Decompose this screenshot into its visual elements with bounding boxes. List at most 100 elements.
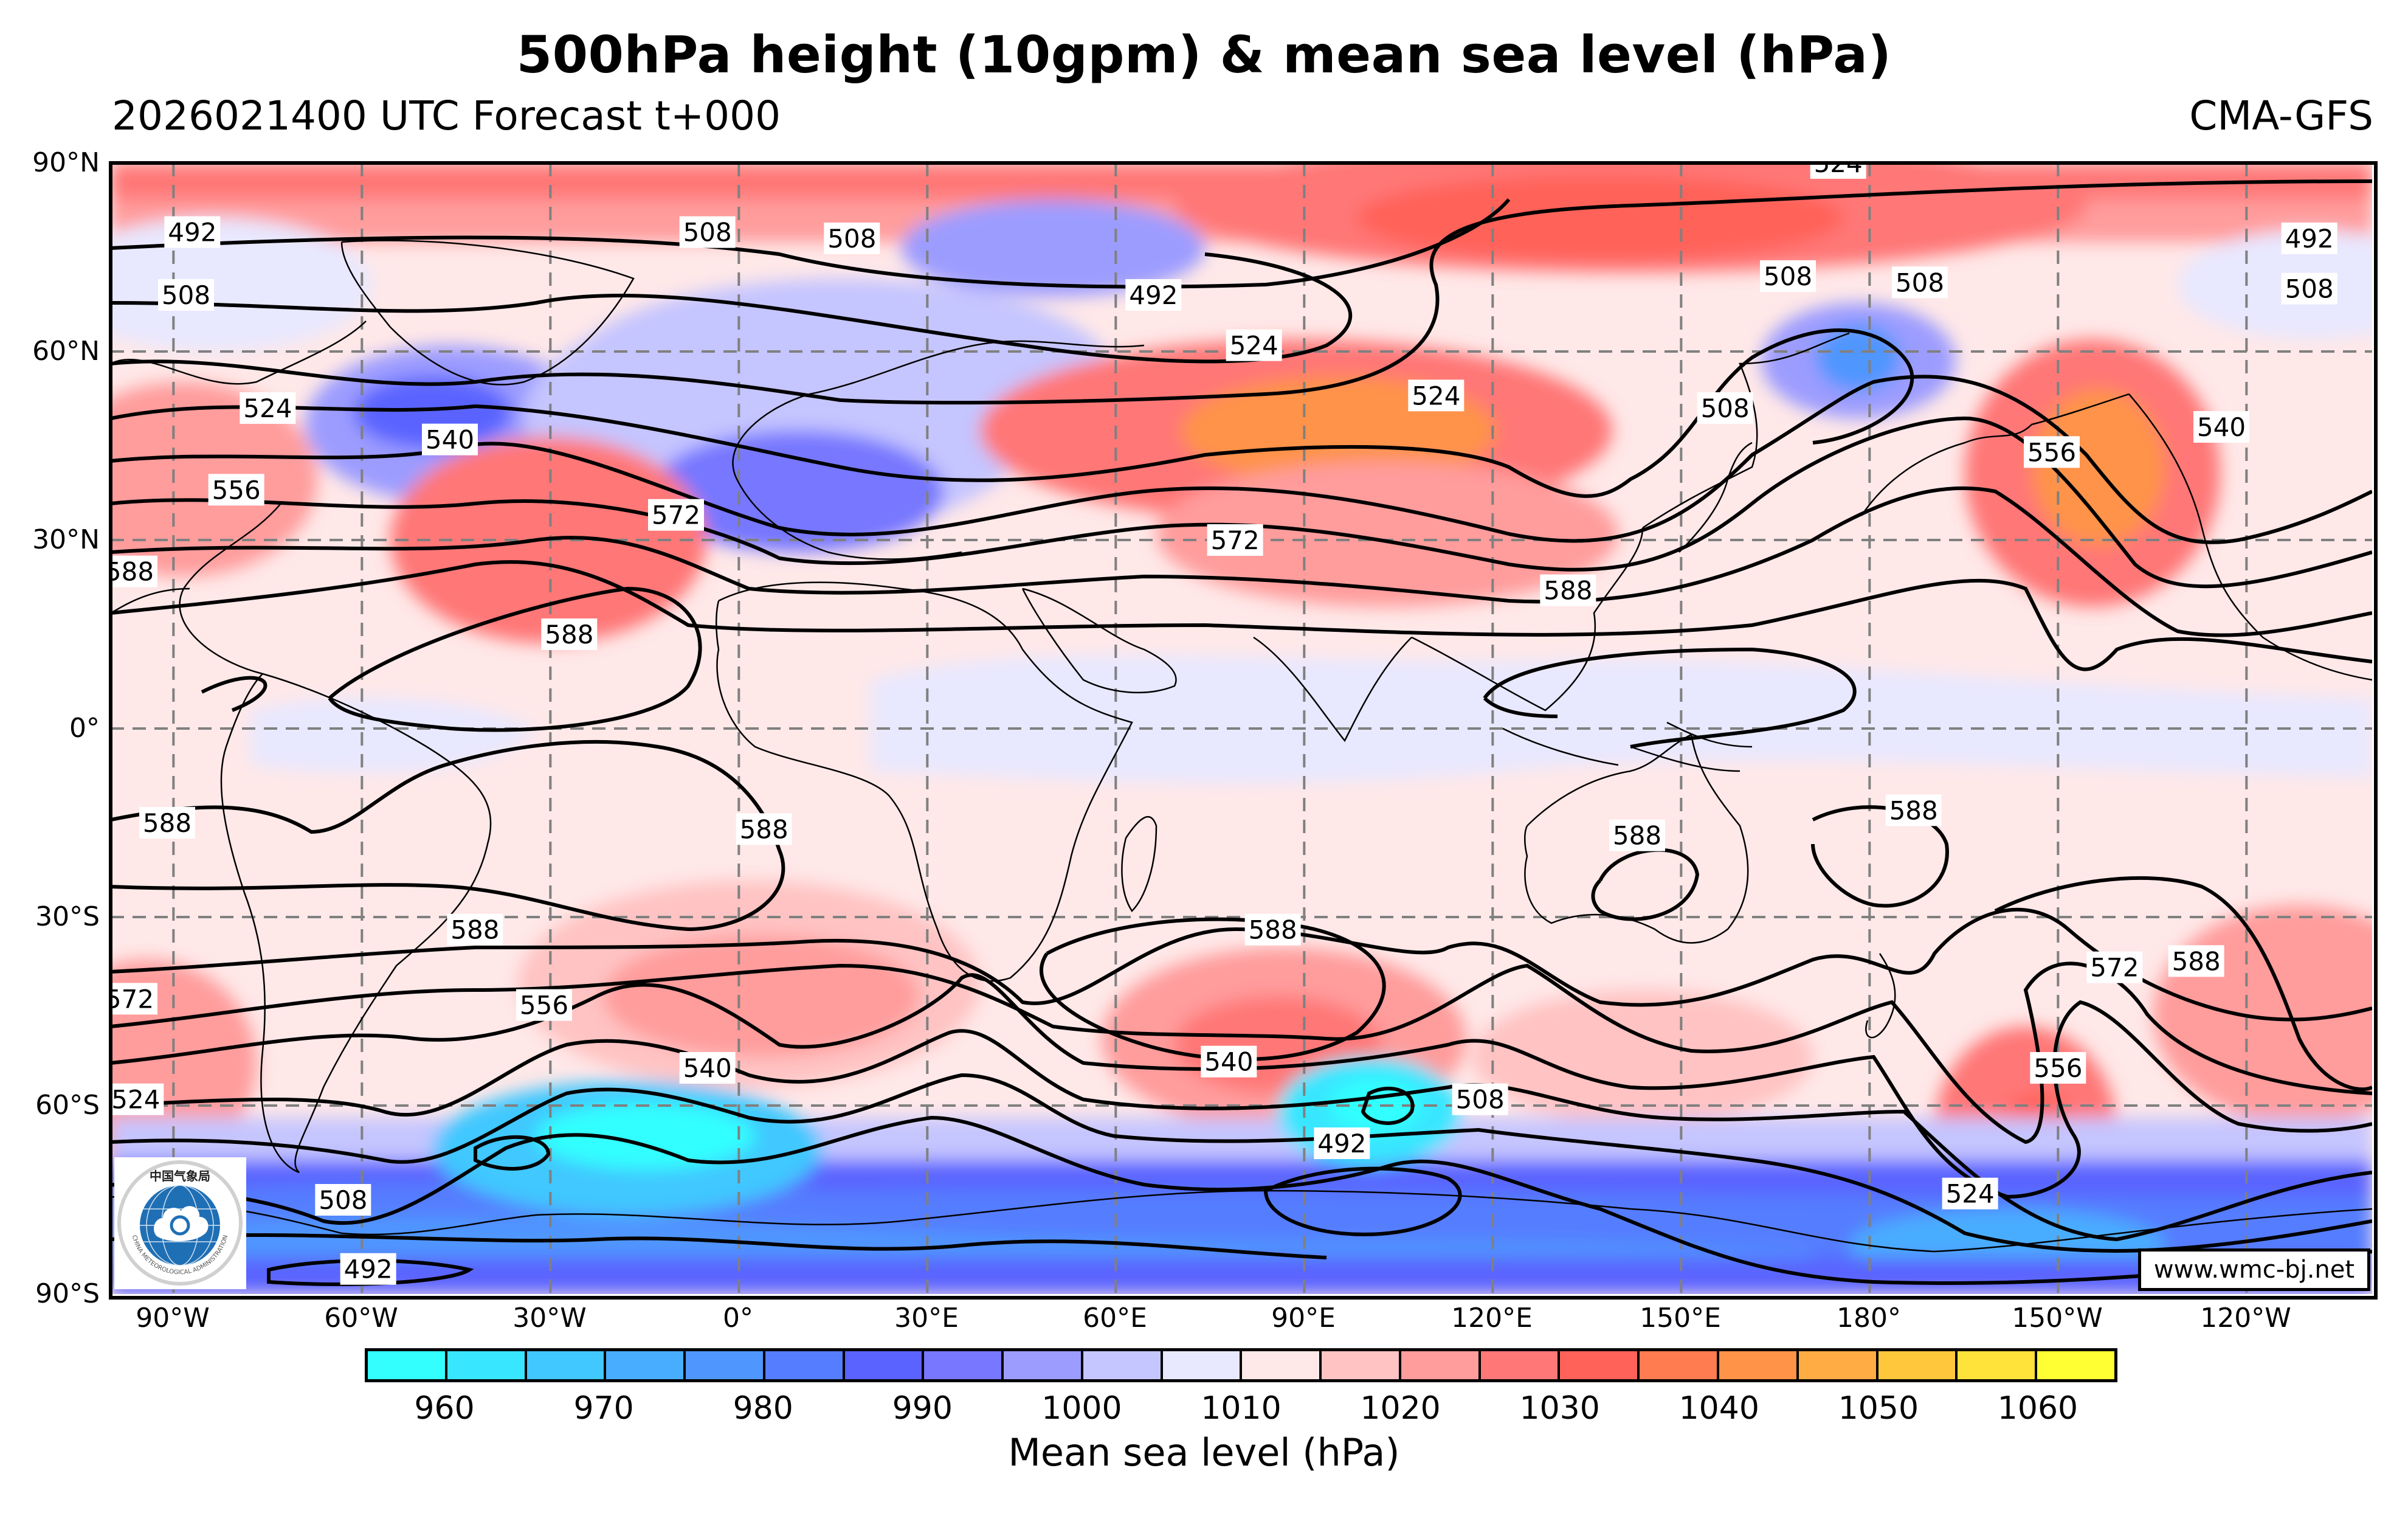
lon-label-30e: 30°E <box>894 1303 959 1334</box>
contour-label: 556 <box>2030 1052 2086 1084</box>
contour-label-box <box>139 807 195 839</box>
contour-label-text: 492 <box>1129 280 1178 310</box>
contour-label-box <box>1892 266 1948 299</box>
contour-label: 588 <box>1885 794 1942 826</box>
mslp-high-aus <box>1472 990 1813 1124</box>
contour-label-text: 524 <box>1946 1179 1995 1209</box>
colorbar-cell <box>1083 1351 1163 1379</box>
contour-label: 588 <box>1609 819 1665 851</box>
contour-label-box <box>158 279 214 311</box>
contour-label: 572 <box>111 983 157 1015</box>
lat-label-0: 0° <box>69 713 100 744</box>
contour-label-text: 556 <box>520 991 568 1020</box>
contour-label: 540 <box>2193 411 2249 443</box>
contour-label-text: 572 <box>111 984 154 1014</box>
colorbar-tick-label: 1010 <box>1201 1390 1282 1427</box>
contour-label: 540 <box>422 423 478 455</box>
contour-label-text: 508 <box>1456 1085 1505 1115</box>
logo-text-cn: 中国气象局 <box>150 1169 210 1183</box>
contour-label: 508 <box>2281 272 2337 305</box>
coastline-south-america <box>220 673 492 1174</box>
contour-label-box <box>2193 411 2249 443</box>
colorbar-tick-label: 1020 <box>1360 1390 1441 1427</box>
contour-line <box>111 416 2372 589</box>
mslp-low-tropics <box>871 654 2372 784</box>
contour-label-text: 508 <box>1764 261 1812 291</box>
coastline-antarctica <box>111 1189 2372 1253</box>
colorbar-cell <box>1004 1351 1083 1379</box>
contour-label-box <box>2168 945 2224 977</box>
contour-label: 508 <box>315 1184 371 1216</box>
contour-line <box>111 1115 2372 1285</box>
contour-label-box <box>1125 279 1182 311</box>
contour-label: 492 <box>164 216 221 248</box>
contour-label-text: 556 <box>212 475 261 505</box>
coastline-asia-east <box>1411 332 1850 711</box>
contour-label-text: 540 <box>426 425 474 455</box>
contour-label-box <box>111 555 157 587</box>
colorbar-label: Mean sea level (hPa) <box>1008 1430 1400 1475</box>
contour-label-box <box>1408 379 1464 412</box>
contour-line <box>474 1087 1415 1171</box>
contour-label-box <box>422 423 478 455</box>
lat-label-90n: 90°N <box>32 147 100 178</box>
mslp-low-barents <box>901 199 1205 297</box>
run-info: 2026021400 UTC Forecast t+000 <box>112 92 781 139</box>
contour-label-text: 588 <box>1889 795 1938 825</box>
contour-label: 572 <box>1207 524 1263 556</box>
contour-label-box <box>516 989 572 1021</box>
model-name: CMA-GFS <box>2189 92 2373 139</box>
lat-label-60s: 60°S <box>35 1090 100 1121</box>
colorbar-tick-label: 1050 <box>1838 1390 1919 1427</box>
lon-label-30w: 30°W <box>512 1303 587 1334</box>
mslp-high-arctic-4 <box>1357 175 1843 260</box>
contour-label-text: 556 <box>2027 437 2076 467</box>
chart-title: 500hPa height (10gpm) & mean sea level (… <box>516 25 1892 85</box>
contour-label: 588 <box>1244 913 1301 946</box>
contour-label-text: 508 <box>162 280 210 310</box>
contour-label: 524 <box>1408 379 1464 412</box>
contour-label-text: 588 <box>2172 946 2221 976</box>
lon-label-150e: 150°E <box>1640 1303 1721 1334</box>
contour-label: 508 <box>1697 392 1753 424</box>
contour-label-box <box>1226 329 1282 361</box>
colorbar-tick-label: 970 <box>573 1390 634 1427</box>
colorbar-cell <box>368 1351 447 1379</box>
contour-label-box <box>679 216 736 248</box>
contour-label: 524 <box>111 1083 164 1115</box>
colorbar-tick-label: 990 <box>892 1390 953 1427</box>
height-contours <box>111 179 2372 1286</box>
contour-label: 524 <box>1942 1177 1998 1210</box>
contour-label: 588 <box>139 807 195 839</box>
contour-label-text: 508 <box>1896 268 1944 297</box>
mslp-low-arctic-e <box>2178 230 2372 339</box>
contour-label-box <box>111 1083 164 1115</box>
contour-label-box <box>2030 1052 2086 1084</box>
colorbar-cell <box>686 1351 765 1379</box>
colorbar-tick-label: 960 <box>414 1390 475 1427</box>
contour-label-text: 588 <box>1544 576 1592 606</box>
mslp-low-aleutian-core <box>1816 324 1901 391</box>
contour-label: 540 <box>1201 1045 1257 1078</box>
colorbar-cell <box>1798 1351 1878 1379</box>
coastline-japan <box>1678 441 1753 553</box>
contour-label-box <box>1697 392 1753 424</box>
contour-label-box <box>164 216 221 248</box>
contour-label-text: 588 <box>111 557 154 587</box>
contour-label-box <box>1314 1127 1370 1159</box>
contour-label: 588 <box>736 813 792 845</box>
contour-label-box <box>1452 1083 1508 1115</box>
lon-label-150w: 150°W <box>2012 1303 2103 1334</box>
contour-label-box <box>824 223 880 254</box>
contour-label-text: 492 <box>1317 1129 1366 1158</box>
mslp-low-tropics-2 <box>250 697 536 774</box>
contour-label: 588 <box>111 555 157 587</box>
contour-label-box <box>648 499 704 531</box>
mslp-high-s-atlantic-2 <box>603 935 919 1057</box>
contour-line <box>267 1259 474 1286</box>
lat-label-90s: 90°S <box>35 1278 100 1309</box>
contour-line <box>201 586 702 732</box>
colorbar-cell <box>1480 1351 1561 1379</box>
contour-line <box>111 252 1353 364</box>
contour-label: 508 <box>1452 1083 1508 1115</box>
